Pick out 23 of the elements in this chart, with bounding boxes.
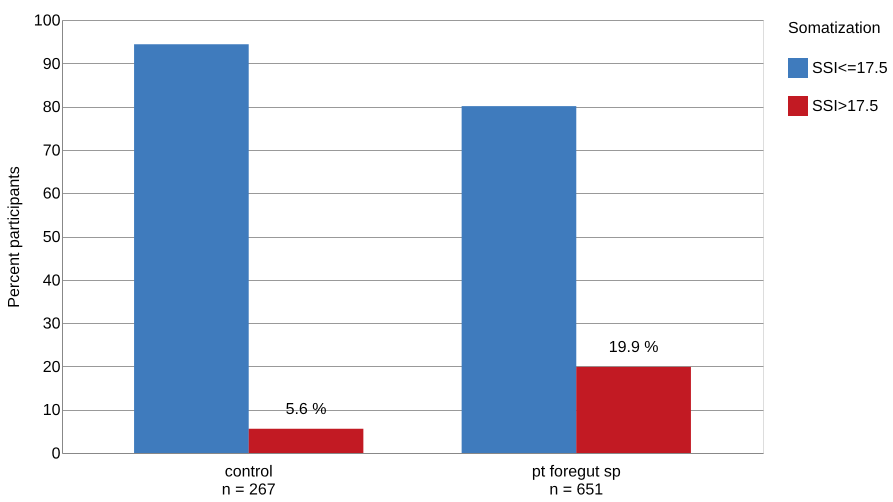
data-label: 5.6 % (286, 400, 326, 418)
y-tick-label: 30 (42, 316, 61, 333)
y-tick-label: 70 (42, 142, 61, 160)
y-axis-title: Percent participants (6, 166, 23, 308)
y-tick-label: 0 (52, 446, 61, 462)
bar (248, 428, 364, 453)
y-tick-label: 10 (42, 402, 61, 420)
y-tick-label: 100 (34, 12, 61, 30)
x-tick-label: control n = 267 (222, 464, 276, 498)
bar (134, 44, 249, 453)
y-tick-label: 90 (42, 56, 61, 73)
y-tick-label: 40 (42, 272, 61, 290)
bar (462, 106, 576, 453)
legend-title: Somatization (788, 20, 880, 37)
legend-label: SSI<=17.5 (812, 60, 888, 77)
y-tick-label: 20 (42, 358, 61, 376)
bar (576, 366, 691, 453)
data-label: 19.9 % (608, 338, 659, 356)
x-tick-label: pt foregut sp n = 651 (532, 464, 621, 498)
y-tick-label: 50 (42, 229, 61, 246)
y-tick-label: 60 (42, 186, 61, 203)
y-tick-label: 80 (42, 99, 61, 116)
legend-label: SSI>17.5 (812, 98, 878, 115)
